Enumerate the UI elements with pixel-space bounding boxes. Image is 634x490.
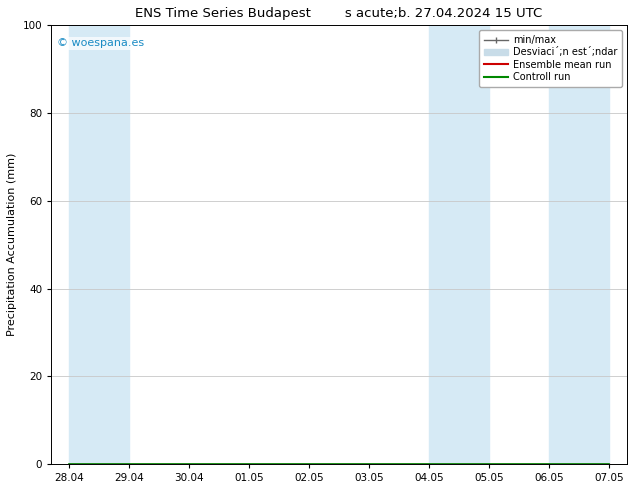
Title: ENS Time Series Budapest        s acute;b. 27.04.2024 15 UTC: ENS Time Series Budapest s acute;b. 27.0…: [136, 7, 543, 20]
Bar: [549, 25, 609, 464]
Legend: min/max, Desviaci´;n est´;ndar, Ensemble mean run, Controll run: min/max, Desviaci´;n est´;ndar, Ensemble…: [479, 30, 622, 87]
Bar: [69, 25, 129, 464]
Y-axis label: Precipitation Accumulation (mm): Precipitation Accumulation (mm): [7, 153, 17, 336]
Text: © woespana.es: © woespana.es: [57, 38, 144, 49]
Bar: [429, 25, 489, 464]
